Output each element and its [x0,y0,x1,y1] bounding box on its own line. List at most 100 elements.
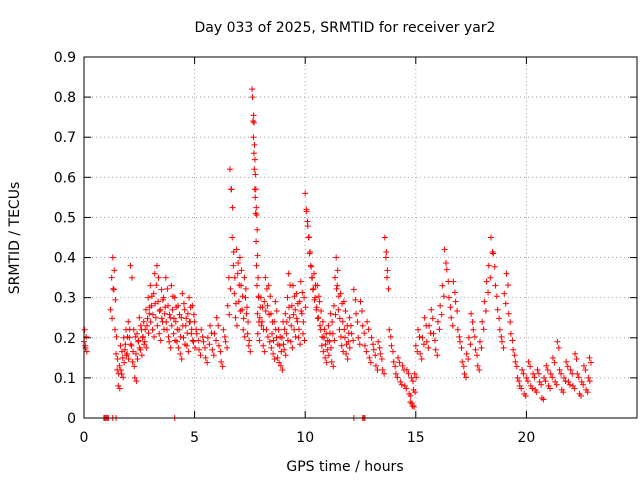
data-point [249,86,256,93]
data-point [265,282,272,289]
data-point [471,333,478,340]
data-point [577,392,584,399]
y-axis-label: SRMTID / TECUs [7,182,23,295]
data-point [512,358,519,365]
data-point [208,330,215,337]
data-point [136,314,143,321]
data-point [161,310,168,317]
data-point [185,348,192,355]
data-point [389,348,396,355]
data-point [163,326,170,333]
data-point [341,326,348,333]
data-point [209,346,216,353]
data-point [324,346,331,353]
data-point [381,234,388,241]
data-point [359,322,366,329]
data-point [168,282,175,289]
data-point [175,344,182,351]
data-point [250,112,257,119]
data-point [255,274,262,281]
data-point [549,354,556,361]
data-point [397,378,404,385]
data-point [338,342,345,349]
data-point [231,274,238,281]
data-point [462,374,469,381]
data-point [363,348,370,355]
x-tick-label: 20 [517,430,535,446]
data-point [249,118,256,125]
data-point [229,204,236,211]
data-point [318,342,325,349]
data-point [449,322,456,329]
data-point [283,319,290,326]
data-point [498,333,505,340]
data-point [342,307,349,314]
data-point [325,352,332,359]
data-point [251,141,258,148]
data-point [137,322,144,329]
data-point [488,234,495,241]
data-point [178,355,185,362]
y-tick-label: 0.9 [54,50,76,66]
data-point [367,359,374,366]
data-point [409,378,416,385]
data-point [345,330,352,337]
data-point [200,338,207,345]
data-point [141,338,148,345]
data-point [266,338,273,345]
data-point [244,330,251,337]
data-point [242,294,249,301]
data-point [328,358,335,365]
data-point [222,338,229,345]
data-point [162,274,169,281]
data-point [221,333,228,340]
data-point [332,311,339,318]
data-point [165,333,172,340]
data-point [366,354,373,361]
data-point [374,367,381,374]
data-point [340,298,347,305]
data-point [438,311,445,318]
data-point [290,311,297,318]
data-point [330,302,337,309]
data-point [295,326,302,333]
data-point [474,352,481,359]
data-point [359,307,365,314]
data-point [204,359,211,366]
chart-title: Day 033 of 2025, SRMTID for receiver yar… [195,20,496,36]
data-point [342,334,349,341]
data-point [110,285,117,292]
data-point [234,322,241,329]
data-point [270,337,277,344]
data-point [361,342,368,349]
data-point [270,350,277,357]
data-point [507,330,514,337]
data-point [107,306,114,313]
data-point [219,363,226,370]
data-point [110,286,117,293]
data-point [335,306,342,313]
data-point [210,352,217,359]
data-point [315,293,322,300]
data-point [264,302,271,309]
data-point [215,342,222,349]
data-point [322,341,329,348]
data-point [147,319,154,326]
data-point [468,310,475,317]
data-point [450,278,457,285]
data-point [520,370,527,377]
data-point [460,363,467,370]
data-point [164,285,171,292]
data-point [482,307,489,314]
data-point [170,330,177,337]
data-point [375,338,382,345]
data-point [254,226,261,233]
data-point [459,358,466,365]
data-point [485,262,492,269]
data-point [233,246,240,253]
data-point [269,330,276,337]
data-point [431,337,438,344]
data-point [189,302,196,309]
data-point [587,359,594,366]
data-point [536,378,543,385]
